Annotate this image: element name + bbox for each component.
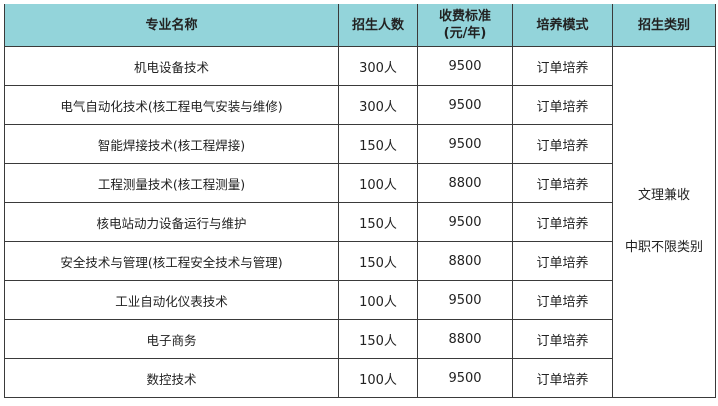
header-fee-label: 收费标准 (438, 9, 491, 24)
mode-cell: 订单培养 (512, 163, 613, 203)
major-cell: 机电设备技术 (4, 46, 339, 86)
table-row: 工程测量技术(核工程测量) 100人 8800 订单培养 (4, 163, 716, 203)
count-cell: 100人 (338, 163, 418, 203)
count-cell: 150人 (338, 202, 418, 242)
count-cell: 100人 (338, 358, 418, 398)
fee-cell: 8800 (417, 319, 513, 359)
count-cell: 300人 (338, 46, 418, 86)
table-row: 核电站动力设备运行与维护 150人 9500 订单培养 (4, 202, 716, 242)
category-cell: 文理兼收中职不限类别 (612, 46, 716, 398)
fee-cell: 9500 (417, 124, 513, 164)
count-cell: 150人 (338, 124, 418, 164)
fee-cell: 9500 (417, 46, 513, 86)
fee-cell: 9500 (417, 202, 513, 242)
fee-cell: 9500 (417, 280, 513, 320)
count-cell: 300人 (338, 85, 418, 125)
major-cell: 智能焊接技术(核工程焊接) (4, 124, 339, 164)
header-count: 招生人数 (338, 4, 418, 47)
fee-cell: 8800 (417, 241, 513, 281)
mode-cell: 订单培养 (512, 280, 613, 320)
header-row: 专业名称 招生人数 收费标准 (元/年) 培养模式 招生类别 (4, 4, 716, 47)
mode-cell: 订单培养 (512, 319, 613, 359)
fee-cell: 9500 (417, 358, 513, 398)
table-row: 机电设备技术 300人 9500 订单培养 文理兼收 中职不限类别 (4, 46, 716, 398)
table-row: 安全技术与管理(核工程安全技术与管理) 150人 8800 订单培养 (4, 241, 716, 281)
table-row: 智能焊接技术(核工程焊接) 150人 9500 订单培养 (4, 124, 716, 164)
major-cell: 工业自动化仪表技术 (4, 280, 339, 320)
major-cell: 电子商务 (4, 319, 339, 359)
header-category: 招生类别 (612, 4, 716, 47)
table-row: 数控技术 100人 9500 订单培养 (4, 358, 716, 398)
mode-cell: 订单培养 (512, 202, 613, 242)
fee-cell: 8800 (417, 163, 513, 203)
header-major: 专业名称 (4, 4, 339, 47)
category-line2: 中职不限类别 (624, 240, 703, 255)
major-cell: 工程测量技术(核工程测量) (4, 163, 339, 203)
mode-cell: 订单培养 (512, 85, 613, 125)
mode-cell: 订单培养 (512, 241, 613, 281)
enrollment-table: 专业名称 招生人数 收费标准 (元/年) 培养模式 招生类别 机电设备技术 300人… (4, 4, 716, 398)
count-cell: 100人 (338, 280, 418, 320)
count-cell: 150人 (338, 241, 418, 281)
major-cell: 核电站动力设备运行与维护 (4, 202, 339, 242)
major-cell: 电气自动化技术(核工程电气安装与维修) (4, 85, 339, 125)
table-row: 电气自动化技术(核工程电气安装与维修) 300人 9500 订单培养 (4, 85, 716, 125)
mode-cell: 订单培养 (512, 46, 613, 86)
table-row: 电子商务 150人 8800 订单培养 (4, 319, 716, 359)
count-cell: 150人 (338, 319, 418, 359)
table-row: 工业自动化仪表技术 100人 9500 订单培养 (4, 280, 716, 320)
header-fee: 收费标准 (元/年) (417, 4, 513, 47)
mode-cell: 订单培养 (512, 358, 613, 398)
category-line1: 文理兼收 (637, 188, 690, 203)
fee-cell: 9500 (417, 85, 513, 125)
header-mode: 培养模式 (512, 4, 613, 47)
header-fee-unit: (元/年) (443, 26, 487, 41)
major-cell: 数控技术 (4, 358, 339, 398)
mode-cell: 订单培养 (512, 124, 613, 164)
major-cell: 安全技术与管理(核工程安全技术与管理) (4, 241, 339, 281)
